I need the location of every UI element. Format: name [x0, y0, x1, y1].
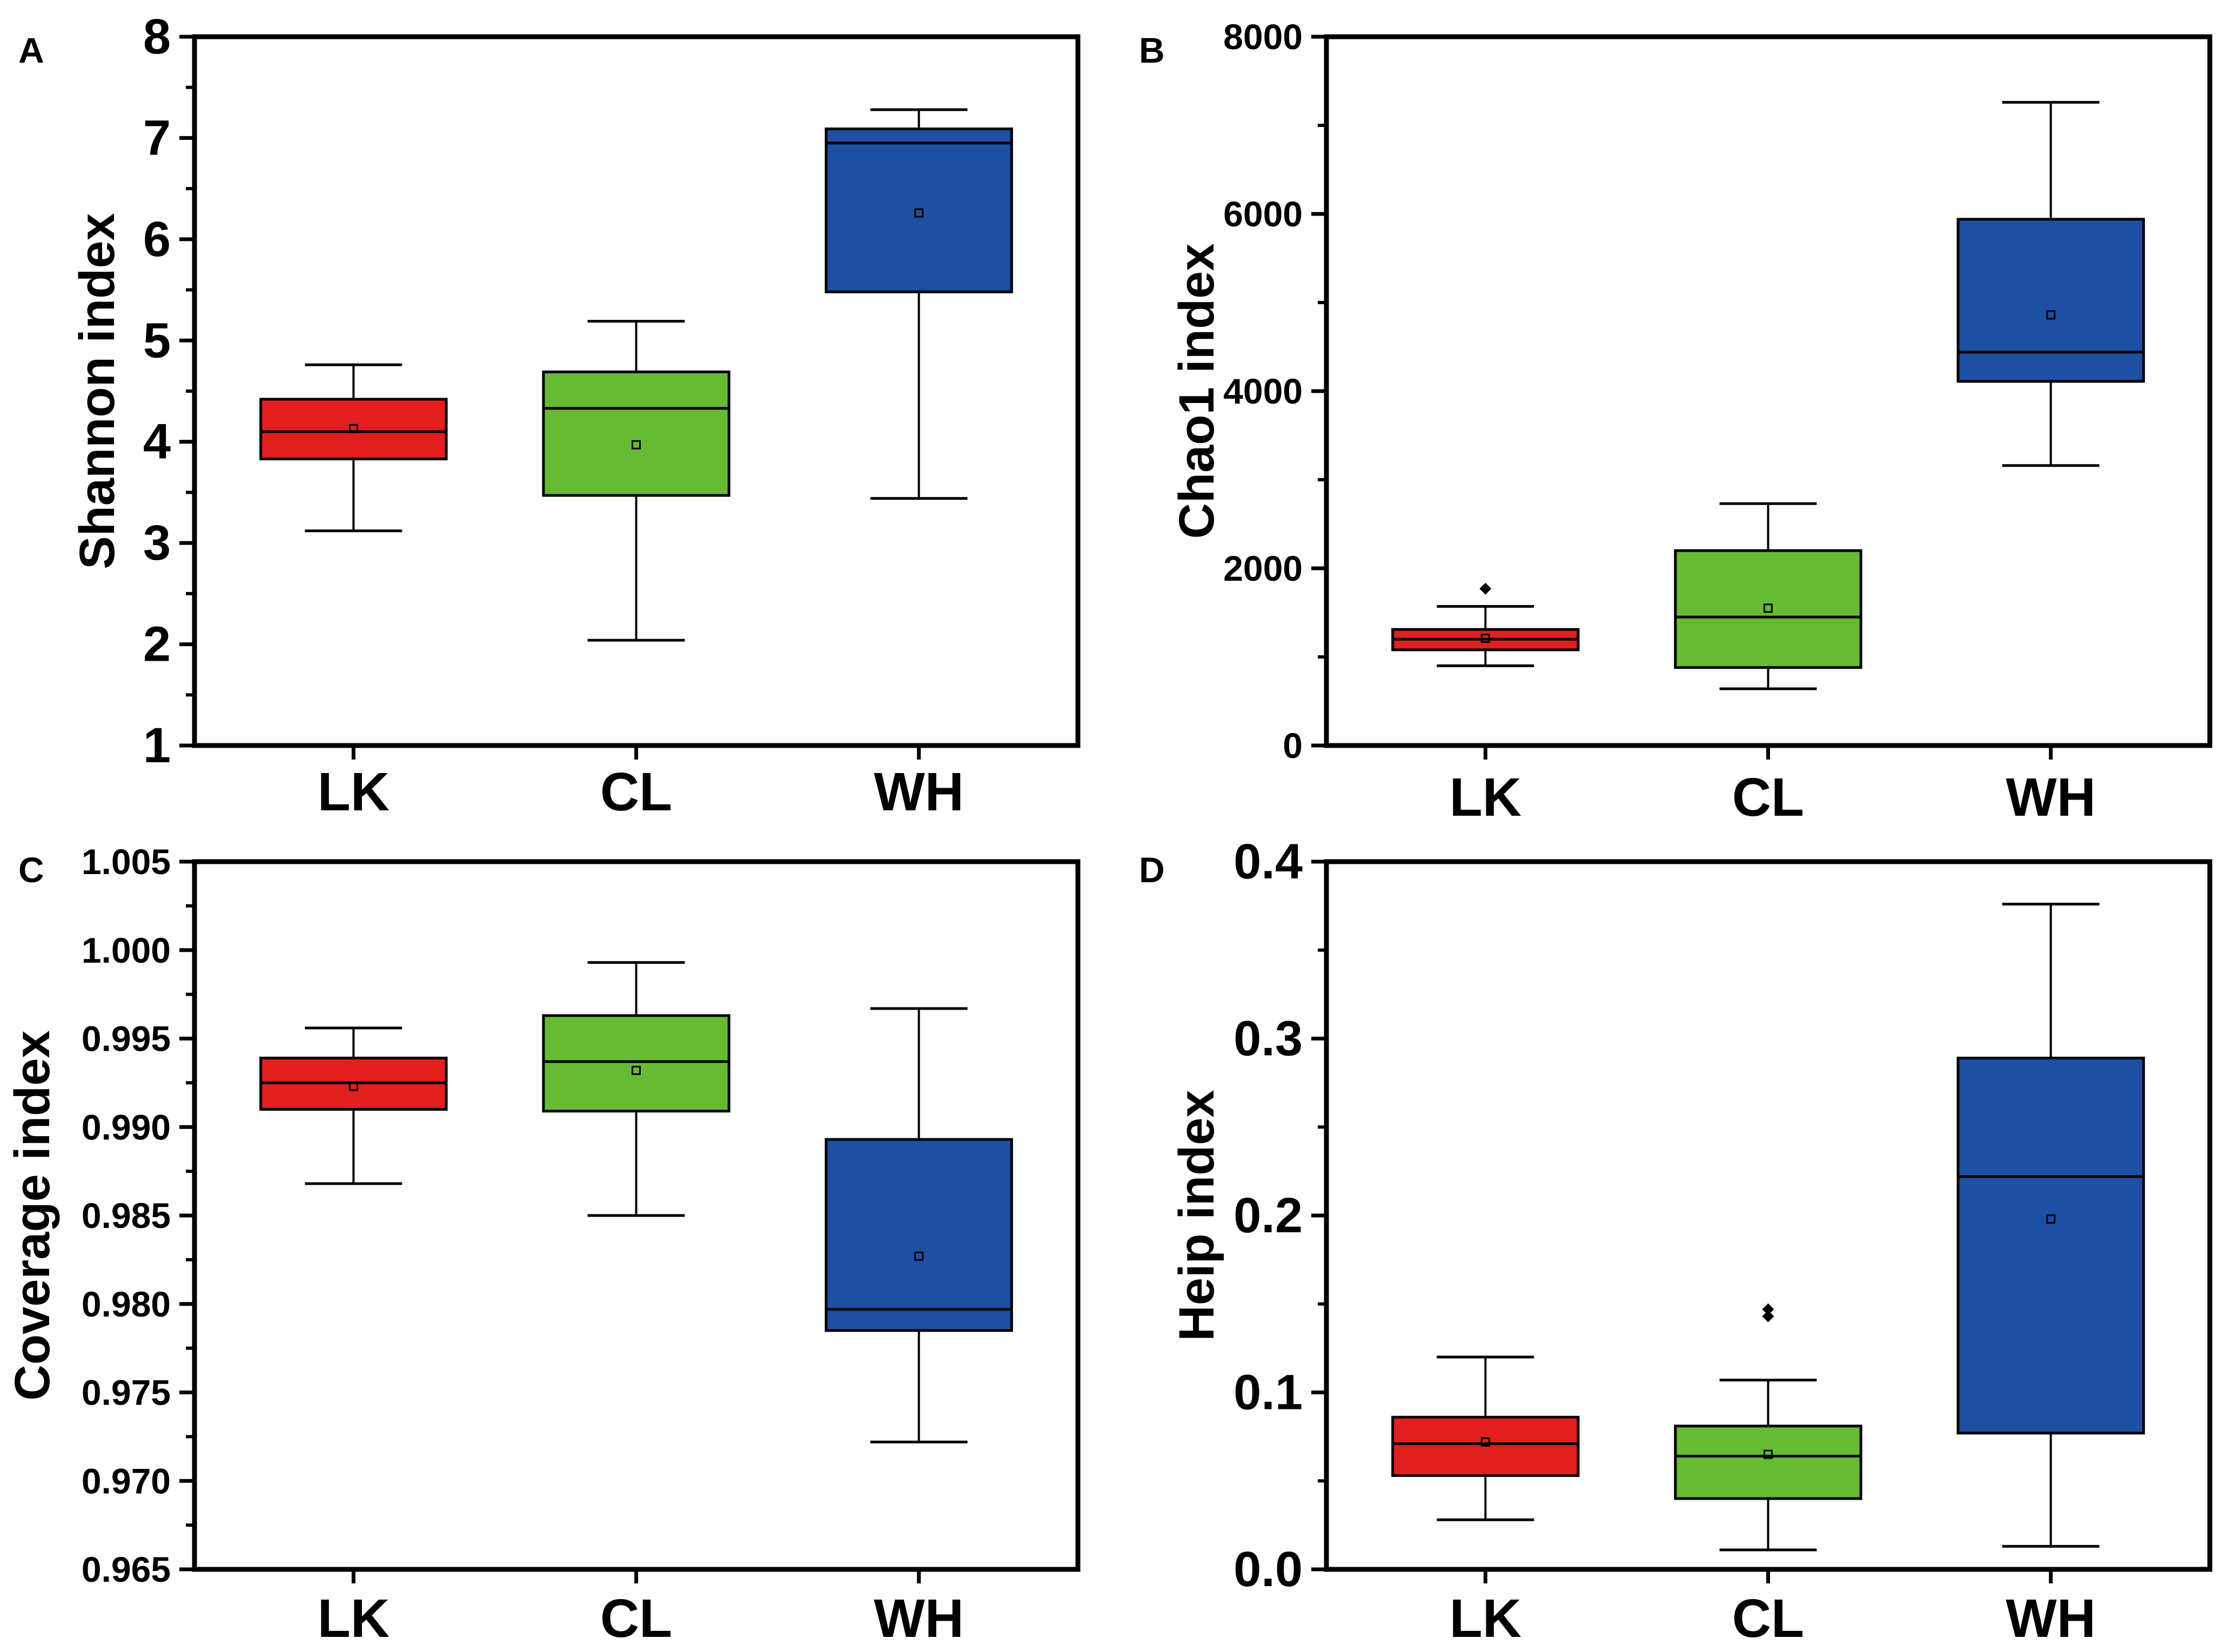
box-WH: [824, 108, 1013, 500]
y-tick-label: 1.005: [82, 842, 171, 882]
y-tick-label: 8000: [1223, 17, 1303, 57]
x-category-label: WH: [2006, 767, 2096, 828]
box-CL: [1674, 1303, 1862, 1552]
outlier-point: [1479, 582, 1492, 595]
panel-C: C 0.965 0.970 0.975 0.980 0.985 0.990 0.995 1.00…: [5, 842, 1081, 1649]
y-tick-label: 6: [143, 212, 171, 267]
box-WH: [824, 1007, 1013, 1443]
y-tick-label: 0: [1283, 726, 1303, 765]
y-tick-label: 1.000: [82, 930, 171, 970]
y-tick-label: 4: [143, 414, 171, 469]
mean-marker: [1764, 603, 1773, 613]
y-axis-label: Chao1 index: [1169, 243, 1224, 539]
mean-marker: [914, 1251, 924, 1261]
x-category-label: WH: [874, 1588, 964, 1649]
y-tick-label: 0.965: [82, 1549, 171, 1589]
mean-marker: [348, 1082, 358, 1091]
plot-frame: [1324, 859, 2213, 1572]
box-body: [824, 127, 1013, 293]
plot-frame: [192, 859, 1081, 1572]
box-body: [1674, 1425, 1862, 1500]
box-LK: [1391, 582, 1580, 667]
outlier-point: [1762, 1310, 1774, 1322]
panel-letter: C: [18, 850, 44, 890]
mean-marker: [2046, 1214, 2056, 1224]
box-LK: [259, 363, 448, 533]
box-body: [1674, 549, 1862, 669]
plot-frame: [192, 34, 1081, 748]
box-body: [542, 1014, 730, 1113]
y-tick-label: 0.990: [82, 1107, 171, 1147]
panel-letter: B: [1139, 30, 1165, 70]
box-WH: [1956, 100, 2145, 467]
y-tick-label: 2000: [1223, 548, 1303, 588]
mean-marker: [914, 208, 924, 218]
y-tick-label: 5: [143, 313, 171, 368]
y-tick-label: 0.980: [82, 1284, 171, 1324]
y-tick-label: 0.0: [1233, 1542, 1303, 1597]
plot-frame: [1324, 34, 2213, 748]
x-category-label: CL: [1732, 1588, 1804, 1649]
y-tick-label: 1: [143, 718, 171, 773]
y-tick-label: 0.4: [1233, 834, 1303, 889]
y-tick-label: 0.2: [1233, 1188, 1303, 1243]
box-CL: [542, 961, 730, 1217]
y-tick-label: 0.3: [1233, 1011, 1303, 1066]
x-category-label: CL: [1732, 767, 1804, 828]
mean-marker: [1480, 1437, 1490, 1447]
y-tick-label: 7: [143, 110, 171, 165]
mean-marker: [1764, 1449, 1773, 1459]
box-body: [1956, 218, 2145, 383]
box-body: [542, 370, 730, 497]
box-LK: [259, 1026, 448, 1185]
y-axis-label: Shannon index: [70, 213, 125, 569]
mean-marker: [632, 1065, 641, 1075]
mean-marker: [632, 440, 641, 449]
y-axis-label: Heip index: [1169, 1090, 1224, 1341]
box-body: [1956, 1057, 2145, 1435]
x-category-label: WH: [2006, 1588, 2096, 1649]
y-tick-label: 0.970: [82, 1461, 171, 1501]
y-tick-label: 3: [143, 515, 171, 570]
y-tick-label: 0.985: [82, 1196, 171, 1235]
panel-letter: A: [18, 30, 44, 70]
y-tick-label: 0.995: [82, 1019, 171, 1059]
x-category-label: WH: [874, 762, 964, 822]
box-body: [259, 398, 448, 461]
box-body: [824, 1138, 1013, 1332]
box-CL: [542, 320, 730, 642]
x-category-label: LK: [1450, 1588, 1521, 1649]
y-tick-label: 0.975: [82, 1373, 171, 1413]
mean-marker: [2046, 310, 2056, 320]
y-tick-label: 0.1: [1233, 1365, 1303, 1420]
y-tick-label: 8: [143, 9, 171, 64]
panel-letter: D: [1139, 850, 1165, 890]
x-category-label: LK: [1450, 767, 1521, 828]
panel-D: D 0.0 0.1 0.2 0.3 0.4 Heip index LK CL WH: [1139, 834, 2213, 1649]
box-CL: [1674, 502, 1862, 690]
x-category-label: CL: [600, 1588, 672, 1649]
x-category-label: LK: [318, 762, 390, 822]
box-WH: [1956, 903, 2145, 1548]
panel-A: A 1 2 3 4 5 6 7 8 Shannon index LK CL WH: [18, 9, 1081, 822]
y-tick-label: 6000: [1223, 194, 1303, 234]
outlier-point: [1762, 1303, 1774, 1315]
x-category-label: LK: [318, 1588, 390, 1649]
mean-marker: [348, 424, 358, 433]
mean-marker: [1480, 634, 1490, 643]
y-tick-label: 2: [143, 617, 171, 672]
y-tick-label: 4000: [1223, 371, 1303, 411]
x-category-label: CL: [600, 762, 672, 822]
box-LK: [1391, 1355, 1580, 1521]
panel-B: B 0 2000 4000 6000 8000 Chao1 index LK CL WH: [1139, 17, 2213, 828]
y-axis-label: Coverage index: [5, 1030, 60, 1400]
